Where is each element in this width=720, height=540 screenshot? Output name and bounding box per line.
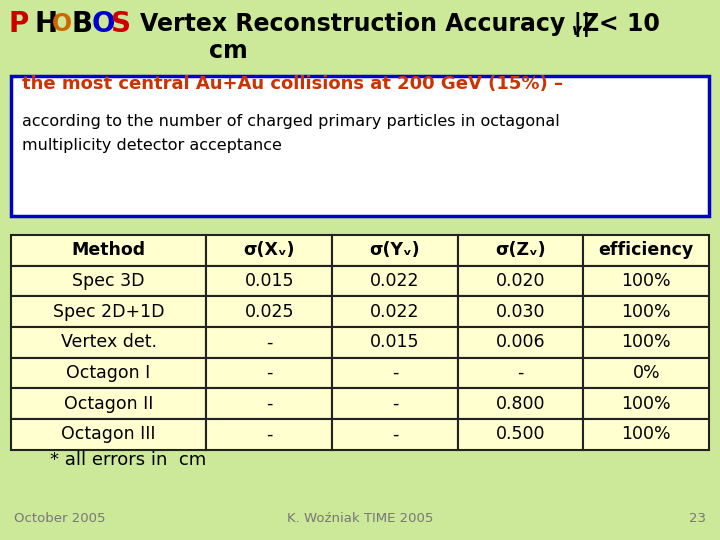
- Text: -: -: [392, 364, 398, 382]
- Text: 0.025: 0.025: [245, 302, 294, 321]
- Bar: [458, 235, 583, 266]
- Text: 0.006: 0.006: [496, 333, 546, 352]
- Text: O: O: [91, 10, 115, 38]
- Bar: [583, 357, 709, 388]
- Text: 23: 23: [688, 512, 706, 525]
- Text: multiplicity detector acceptance: multiplicity detector acceptance: [22, 138, 282, 153]
- Bar: [583, 235, 709, 266]
- FancyBboxPatch shape: [11, 76, 709, 216]
- Text: Vertex Reconstruction Accuracy |Z: Vertex Reconstruction Accuracy |Z: [140, 12, 600, 37]
- Text: -: -: [266, 395, 272, 413]
- Text: 0.015: 0.015: [245, 272, 294, 290]
- Bar: [11, 357, 207, 388]
- Text: Vertex det.: Vertex det.: [60, 333, 156, 352]
- Text: * all errors in  cm: * all errors in cm: [50, 451, 207, 469]
- Bar: [11, 388, 207, 419]
- Text: 0%: 0%: [633, 364, 660, 382]
- Bar: [11, 296, 207, 327]
- Bar: [207, 235, 332, 266]
- Text: 0.022: 0.022: [370, 272, 420, 290]
- Text: B: B: [72, 10, 93, 38]
- Text: K. Woźniak TIME 2005: K. Woźniak TIME 2005: [287, 512, 433, 525]
- Bar: [332, 327, 458, 357]
- Bar: [207, 419, 332, 450]
- Text: 100%: 100%: [621, 426, 671, 443]
- Bar: [583, 327, 709, 357]
- Bar: [332, 235, 458, 266]
- Bar: [458, 327, 583, 357]
- Bar: [458, 296, 583, 327]
- Bar: [332, 296, 458, 327]
- Text: 0.020: 0.020: [496, 272, 545, 290]
- Bar: [207, 388, 332, 419]
- Text: October 2005: October 2005: [14, 512, 106, 525]
- Bar: [458, 388, 583, 419]
- Text: Spec 3D: Spec 3D: [72, 272, 145, 290]
- Text: -: -: [266, 333, 272, 352]
- Bar: [11, 419, 207, 450]
- Text: Octagon I: Octagon I: [66, 364, 150, 382]
- Bar: [332, 419, 458, 450]
- Text: efficiency: efficiency: [599, 241, 694, 259]
- Text: 0.022: 0.022: [370, 302, 420, 321]
- Text: -: -: [392, 395, 398, 413]
- Text: H: H: [35, 10, 58, 38]
- Bar: [11, 266, 207, 296]
- Text: 0.030: 0.030: [496, 302, 545, 321]
- Bar: [332, 266, 458, 296]
- Text: Method: Method: [71, 241, 145, 259]
- Bar: [458, 266, 583, 296]
- Bar: [583, 419, 709, 450]
- Text: Octagon III: Octagon III: [61, 426, 156, 443]
- Text: -: -: [266, 364, 272, 382]
- Bar: [583, 296, 709, 327]
- Text: 100%: 100%: [621, 272, 671, 290]
- Bar: [332, 357, 458, 388]
- Text: the most central Au+Au collisions at 200 GeV (15%) –: the most central Au+Au collisions at 200…: [22, 75, 563, 93]
- Text: Spec 2D+1D: Spec 2D+1D: [53, 302, 164, 321]
- Text: 0.800: 0.800: [496, 395, 545, 413]
- Text: O: O: [52, 12, 72, 36]
- Bar: [207, 266, 332, 296]
- Text: S: S: [111, 10, 131, 38]
- Text: σ(Zᵥ): σ(Zᵥ): [495, 241, 546, 259]
- Bar: [583, 266, 709, 296]
- Text: -: -: [518, 364, 524, 382]
- Bar: [11, 235, 207, 266]
- Text: according to the number of charged primary particles in octagonal: according to the number of charged prima…: [22, 114, 559, 129]
- Text: | < 10: | < 10: [582, 12, 660, 37]
- Text: v: v: [571, 23, 581, 38]
- Bar: [207, 296, 332, 327]
- Text: -: -: [392, 426, 398, 443]
- Text: 0.500: 0.500: [496, 426, 545, 443]
- Text: P: P: [9, 10, 29, 38]
- Text: cm: cm: [209, 39, 248, 63]
- Text: σ(Xᵥ): σ(Xᵥ): [243, 241, 295, 259]
- Bar: [332, 388, 458, 419]
- Bar: [11, 327, 207, 357]
- Bar: [207, 327, 332, 357]
- Text: σ(Yᵥ): σ(Yᵥ): [369, 241, 420, 259]
- Bar: [583, 388, 709, 419]
- Text: 0.015: 0.015: [370, 333, 420, 352]
- Text: 100%: 100%: [621, 395, 671, 413]
- Text: 100%: 100%: [621, 302, 671, 321]
- Text: 100%: 100%: [621, 333, 671, 352]
- Bar: [207, 357, 332, 388]
- Bar: [458, 419, 583, 450]
- Text: -: -: [266, 426, 272, 443]
- Bar: [458, 357, 583, 388]
- Text: Octagon II: Octagon II: [64, 395, 153, 413]
